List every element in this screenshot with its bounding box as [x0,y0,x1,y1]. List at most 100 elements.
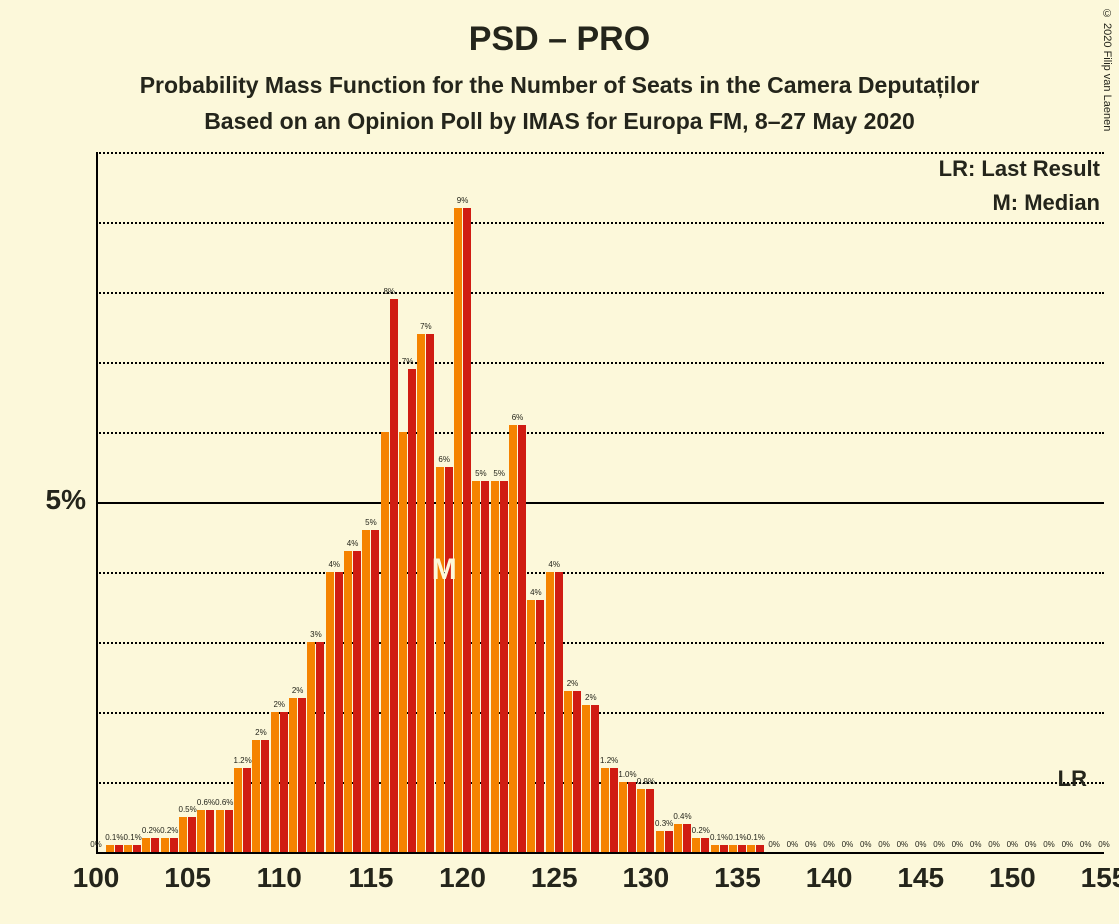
bar-series2 [573,691,581,852]
bar-value-label: 0% [915,840,927,849]
lr-marker: LR [1058,766,1087,792]
bar-series1 [417,334,425,852]
x-axis-tick-label: 120 [439,862,486,894]
bar-value-label: 4% [328,560,340,569]
bar-series2 [628,782,636,852]
bar-value-label: 4% [548,560,560,569]
x-axis-tick-label: 135 [714,862,761,894]
bar-value-label: 8% [383,287,395,296]
bar-series2 [738,845,746,852]
x-axis-tick-label: 155 [1081,862,1119,894]
x-axis-tick-label: 130 [622,862,669,894]
bar-series1 [271,712,279,852]
bar-value-label: 0.2% [160,826,178,835]
bar-series1 [692,838,700,852]
bar-value-label: 2% [273,700,285,709]
bar-value-label: 0.1% [728,833,746,842]
bar-value-label: 0% [787,840,799,849]
legend-last-result: LR: Last Result [939,156,1100,182]
bar-value-label: 0% [823,840,835,849]
bar-series2 [701,838,709,852]
bar-value-label: 0% [1007,840,1019,849]
bar-series1 [216,810,224,852]
bar-value-label: 5% [493,469,505,478]
bar-series2 [555,572,563,852]
legend-median: M: Median [992,190,1100,216]
bar-value-label: 0.1% [710,833,728,842]
gridline [96,432,1104,434]
x-axis-tick-label: 140 [806,862,853,894]
bar-value-label: 2% [255,728,267,737]
bar-series1 [234,768,242,852]
bar-series1 [106,845,114,852]
bar-series1 [674,824,682,852]
bar-value-label: 5% [365,518,377,527]
bar-series1 [344,551,352,852]
bar-value-label: 1.2% [233,756,251,765]
bar-series1 [729,845,737,852]
bar-value-label: 0.9% [637,777,655,786]
bar-value-label: 0% [952,840,964,849]
bar-value-label: 0% [1080,840,1092,849]
bar-series2 [756,845,764,852]
bar-series1 [509,425,517,852]
y-axis-label-5pct: 5% [36,484,86,516]
x-axis-tick-label: 125 [531,862,578,894]
bar-value-label: 0% [933,840,945,849]
bar-series2 [133,845,141,852]
page: © 2020 Filip van Laenen PSD – PRO Probab… [0,0,1119,924]
bar-value-label: 0% [768,840,780,849]
x-axis-tick-label: 145 [897,862,944,894]
gridline [96,712,1104,714]
bar-series2 [426,334,434,852]
bar-value-label: 7% [402,357,414,366]
bar-value-label: 0% [1043,840,1055,849]
gridline [96,152,1104,154]
bar-value-label: 2% [585,693,597,702]
bar-series1 [161,838,169,852]
bar-series1 [564,691,572,852]
bar-value-label: 7% [420,322,432,331]
bar-series1 [381,432,389,852]
bar-series2 [591,705,599,852]
bar-value-label: 0.1% [105,833,123,842]
bar-series2 [335,572,343,852]
bar-series2 [518,425,526,852]
bar-series1 [252,740,260,852]
gridline [96,292,1104,294]
x-axis [96,852,1104,854]
bar-series1 [601,768,609,852]
bar-series1 [637,789,645,852]
chart-title: PSD – PRO [0,20,1119,59]
bar-value-label: 0.6% [197,798,215,807]
median-marker: M [432,553,457,587]
bar-series1 [582,705,590,852]
bar-series2 [463,208,471,852]
bar-value-label: 0% [878,840,890,849]
bar-value-label: 0.3% [655,819,673,828]
bar-series2 [353,551,361,852]
bar-value-label: 9% [457,196,469,205]
bar-value-label: 0.4% [673,812,691,821]
bar-series1 [362,530,370,852]
bar-value-label: 0.1% [124,833,142,842]
chart-plot-area: LR: Last Result M: Median 0%0.1%0.1%0.2%… [96,152,1104,852]
bar-value-label: 0% [988,840,1000,849]
chart-subtitle-1: Probability Mass Function for the Number… [0,72,1119,99]
bar-series2 [371,530,379,852]
bar-value-label: 0% [1025,840,1037,849]
bar-series2 [720,845,728,852]
bar-series2 [243,768,251,852]
bar-series2 [115,845,123,852]
bar-value-label: 0% [842,840,854,849]
bar-series2 [298,698,306,852]
bar-series1 [527,600,535,852]
bar-series2 [188,817,196,852]
bar-series1 [197,810,205,852]
bar-series1 [454,208,462,852]
gridline [96,642,1104,644]
bar-value-label: 1.0% [618,770,636,779]
bar-series2 [280,712,288,852]
bar-value-label: 6% [438,455,450,464]
bar-series2 [445,467,453,852]
